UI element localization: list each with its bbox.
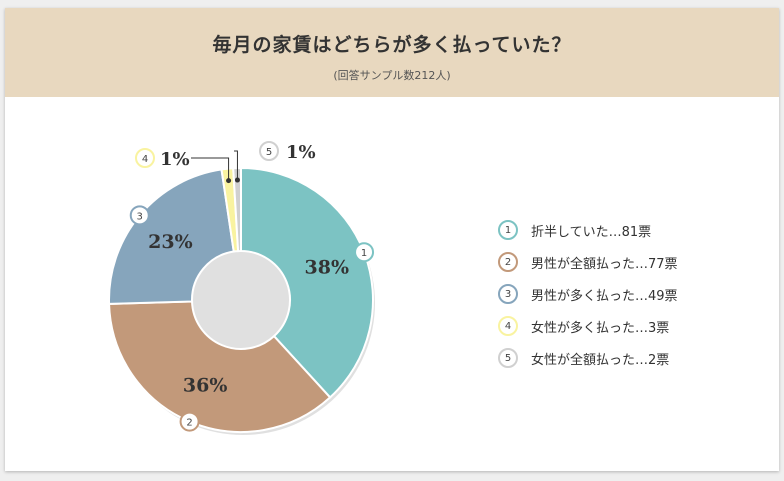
legend-item-5: 5 女性が全額払った…2票 <box>498 342 678 374</box>
callout-dot-5 <box>234 177 240 183</box>
slice-marker-number-4: 4 <box>142 154 148 165</box>
legend-label-3: 男性が多く払った…49票 <box>531 288 678 304</box>
slice-percent-label-4: 1% <box>160 149 190 170</box>
chart-legend: 1 折半していた…81票 2 男性が全額払った…77票 3 男性が多く払った…49票 4 女性… <box>498 214 678 374</box>
callout-dot-4 <box>226 178 232 184</box>
slice-marker-1 <box>354 242 375 263</box>
legend-label-2: 男性が全額払った…77票 <box>531 256 678 272</box>
legend-marker-5: 5 <box>498 348 518 368</box>
legend-marker-4: 4 <box>498 316 518 336</box>
slice-percent-label-1: 38% <box>305 257 350 279</box>
pie-slice-5 <box>232 166 242 253</box>
slice-percent-label-3: 23% <box>148 231 193 253</box>
legend-label-4: 女性が多く払った…3票 <box>531 320 670 336</box>
slice-marker-2 <box>179 411 200 432</box>
chart-card: 毎月の家賃はどちらが多く払っていた？ (回答サンプル数212人) 38% 36% 2… <box>5 8 779 471</box>
legend-marker-3: 3 <box>498 284 518 304</box>
legend-label-5: 女性が全額払った…2票 <box>531 352 670 368</box>
slice-marker-4 <box>135 148 155 168</box>
slice-marker-number-2: 2 <box>186 418 192 429</box>
slice-marker-3 <box>129 205 150 226</box>
pie-slice-3 <box>108 168 235 305</box>
chart-header: 毎月の家賃はどちらが多く払っていた？ (回答サンプル数212人) <box>5 8 779 97</box>
callout-line-5 <box>234 150 238 181</box>
pie-slice-2 <box>108 300 332 433</box>
slice-marker-number-5: 5 <box>266 147 272 158</box>
pie-slice-1 <box>240 166 374 399</box>
legend-marker-2: 2 <box>498 252 518 272</box>
legend-item-3: 3 男性が多く払った…49票 <box>498 278 678 310</box>
legend-item-2: 2 男性が全額払った…77票 <box>498 246 678 278</box>
chart-title: 毎月の家賃はどちらが多く払っていた？ <box>212 34 572 56</box>
callout-line-4 <box>191 157 230 181</box>
slice-marker-number-3: 3 <box>137 211 143 222</box>
chart-subtitle: (回答サンプル数212人) <box>333 69 451 82</box>
slice-marker-number-1: 1 <box>361 248 367 259</box>
legend-item-4: 4 女性が多く払った…3票 <box>498 310 678 342</box>
legend-item-1: 1 折半していた…81票 <box>498 214 678 246</box>
slice-percent-label-2: 36% <box>183 375 228 397</box>
donut-chart: 38% 36% 23% 1 2 3 4 1% 5 1% <box>108 141 375 435</box>
slice-percent-label-5: 1% <box>286 142 316 163</box>
legend-label-1: 折半していた…81票 <box>531 224 652 240</box>
slice-marker-5 <box>259 141 279 161</box>
legend-marker-1: 1 <box>498 220 518 240</box>
